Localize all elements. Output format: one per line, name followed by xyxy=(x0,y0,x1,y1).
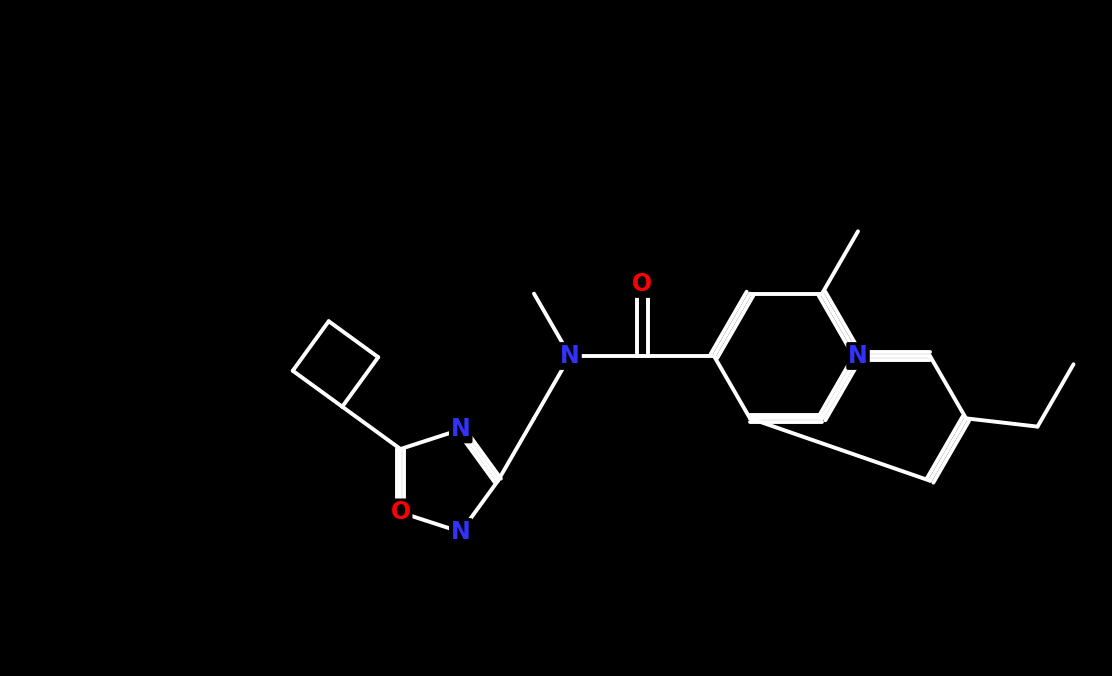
Text: N: N xyxy=(450,418,470,441)
Text: O: O xyxy=(390,500,410,525)
Text: N: N xyxy=(848,344,867,368)
Text: N: N xyxy=(450,520,470,544)
Text: O: O xyxy=(632,272,652,296)
Text: N: N xyxy=(560,344,579,368)
